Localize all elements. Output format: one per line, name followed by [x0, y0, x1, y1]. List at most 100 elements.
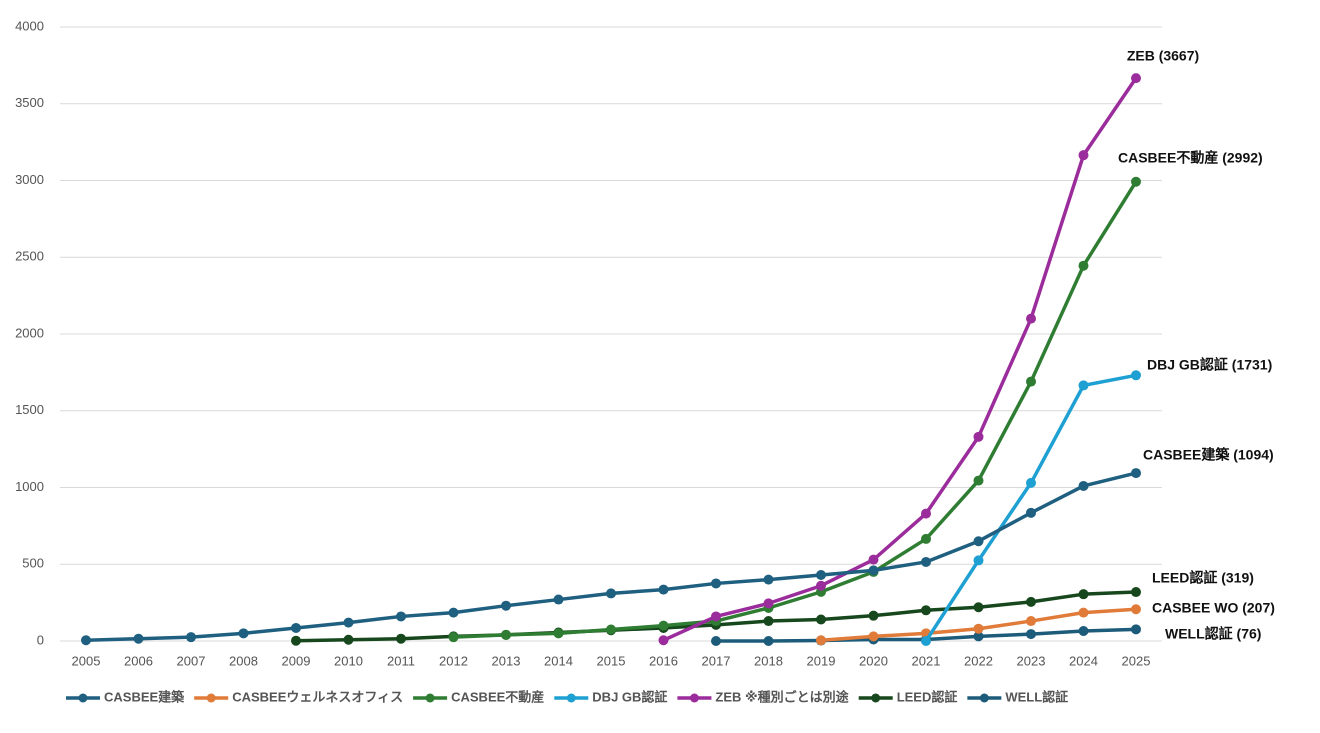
end-label: CASBEE不動産 (2992) [1118, 150, 1263, 166]
end-label: LEED認証 (319) [1152, 570, 1254, 586]
point [448, 607, 459, 618]
legend-marker [689, 693, 699, 703]
point [186, 632, 196, 643]
end-label: ZEB (3667) [1127, 48, 1199, 64]
point [1078, 589, 1089, 600]
legend-label: ZEB ※種別ごとは別途 [715, 689, 849, 704]
point [1026, 376, 1036, 387]
point [1078, 607, 1089, 618]
x-tick-label: 2016 [649, 653, 678, 668]
point [238, 628, 249, 639]
point [921, 636, 931, 646]
x-tick-label: 2023 [1017, 653, 1046, 668]
end-label: CASBEE建築 (1094) [1143, 447, 1274, 463]
y-tick-label: 1000 [15, 479, 44, 494]
point [868, 565, 879, 576]
point [763, 574, 774, 585]
point [973, 475, 984, 486]
end-label: CASBEE WO (207) [1152, 600, 1275, 616]
point [501, 600, 511, 611]
x-tick-label: 2021 [912, 653, 941, 668]
point [1131, 587, 1141, 598]
point [973, 602, 984, 613]
point [973, 536, 984, 547]
x-tick-label: 2013 [492, 653, 521, 668]
point [711, 611, 721, 622]
legend-marker [78, 693, 88, 703]
legend-label: CASBEE建築 [104, 689, 185, 704]
point [868, 610, 879, 621]
point [921, 556, 931, 567]
point [1078, 480, 1089, 491]
x-tick-label: 2010 [334, 653, 363, 668]
x-tick-label: 2015 [597, 653, 626, 668]
point [1026, 507, 1036, 518]
point [396, 611, 406, 622]
point [343, 634, 354, 645]
x-tick-label: 2011 [387, 653, 415, 668]
x-tick-label: 2025 [1122, 653, 1151, 668]
point [816, 569, 826, 580]
point [868, 554, 879, 565]
point [921, 605, 931, 616]
point [1131, 73, 1141, 84]
point [606, 588, 616, 599]
point [1026, 596, 1036, 607]
point [291, 635, 301, 646]
x-tick-label: 2019 [807, 653, 836, 668]
point [1026, 629, 1036, 640]
y-tick-label: 4000 [15, 18, 44, 33]
x-tick-label: 2024 [1069, 653, 1098, 668]
end-label: DBJ GB認証 (1731) [1147, 357, 1272, 373]
point [553, 594, 564, 605]
point [1078, 380, 1089, 391]
point [658, 620, 669, 631]
x-tick-label: 2022 [964, 653, 993, 668]
point [711, 578, 721, 589]
x-tick-label: 2007 [177, 653, 206, 668]
point [501, 629, 511, 640]
point [553, 628, 564, 639]
legend-marker [425, 693, 435, 703]
point [343, 617, 354, 628]
legend-marker [871, 693, 881, 703]
x-tick-label: 2009 [282, 653, 311, 668]
point [973, 623, 984, 634]
point [1131, 468, 1141, 479]
point [868, 631, 879, 642]
point [1026, 477, 1036, 488]
y-tick-label: 3000 [15, 172, 44, 187]
point [396, 633, 406, 644]
point [1078, 260, 1089, 271]
point [658, 635, 669, 646]
point [81, 635, 91, 646]
point [816, 580, 826, 591]
point [133, 633, 144, 644]
legend-label: LEED認証 [897, 689, 958, 704]
x-tick-label: 2012 [439, 653, 468, 668]
point [606, 624, 616, 635]
x-tick-label: 2020 [859, 653, 888, 668]
y-tick-label: 500 [22, 556, 44, 571]
point [921, 508, 931, 519]
y-tick-label: 2000 [15, 325, 44, 340]
y-tick-label: 3500 [15, 95, 44, 110]
x-tick-label: 2017 [702, 653, 731, 668]
point [973, 631, 984, 642]
series-line [662, 77, 1138, 642]
x-tick-label: 2006 [124, 653, 153, 668]
point [1131, 604, 1141, 615]
x-tick-label: 2008 [229, 653, 258, 668]
point [763, 616, 774, 627]
y-tick-label: 0 [37, 632, 44, 647]
legend-marker [206, 693, 216, 703]
legend-marker [566, 693, 576, 703]
point [1026, 313, 1036, 324]
point [1078, 626, 1089, 637]
point [1078, 150, 1089, 161]
point [816, 614, 826, 625]
legend-marker [979, 693, 989, 703]
point [711, 636, 721, 646]
point [763, 636, 774, 646]
point [816, 635, 826, 646]
